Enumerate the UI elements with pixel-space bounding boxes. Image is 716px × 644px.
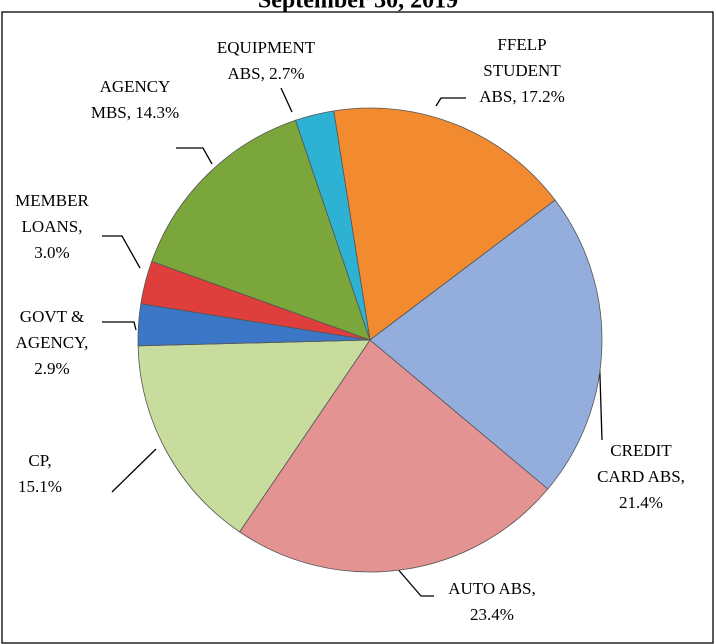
slice-label: GOVT & [20, 307, 84, 326]
slice-label: AGENCY, [16, 333, 89, 352]
slice-label: CARD ABS, [597, 467, 685, 486]
slice-label: 15.1% [18, 477, 62, 496]
slice-label: 2.9% [34, 359, 69, 378]
slice-label: MBS, 14.3% [91, 103, 179, 122]
slice-label: 23.4% [470, 605, 514, 624]
slice-label: AGENCY [100, 77, 171, 96]
slice-label: 3.0% [34, 243, 69, 262]
pie-slice [239, 339, 549, 573]
slice-label: ABS, 17.2% [479, 87, 564, 106]
chart-title: September 30, 2019 [258, 0, 458, 14]
pie-slice [333, 107, 556, 341]
slice-label: CREDIT [610, 441, 672, 460]
slice-label: FFELP [497, 35, 546, 54]
pie-slice [295, 110, 371, 341]
slice-label: CP, [28, 451, 51, 470]
slice-label: STUDENT [483, 61, 561, 80]
chart-frame [1, 11, 714, 644]
slice-label: MEMBER [15, 191, 89, 210]
pie-slice [137, 339, 371, 533]
slice-label: 21.4% [619, 493, 663, 512]
pie-slice [151, 119, 371, 341]
slice-label: LOANS, [22, 217, 83, 236]
slice-label: AUTO ABS, [448, 579, 536, 598]
slice-label: EQUIPMENT [217, 38, 316, 57]
slice-label: ABS, 2.7% [228, 64, 305, 83]
pie-slice [369, 199, 603, 490]
